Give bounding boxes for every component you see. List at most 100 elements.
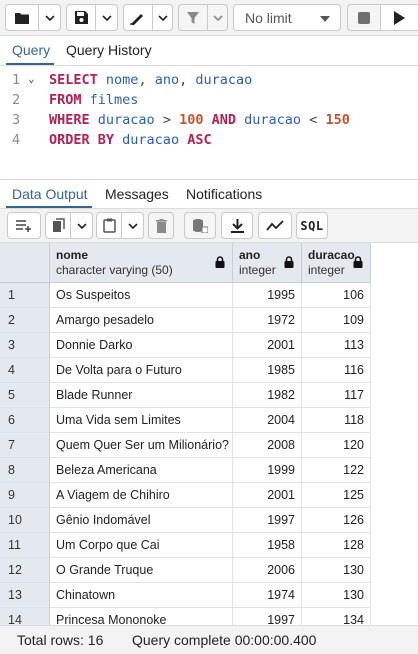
stop-button[interactable] [347,4,381,31]
duracao-cell[interactable]: 128 [302,533,371,558]
table-row[interactable]: 10 Gênio Indomável 1997 126 [0,508,371,533]
save-data-button[interactable] [184,212,216,239]
table-row[interactable]: 13 Chinatown 1974 130 [0,583,371,608]
ano-cell[interactable]: 1958 [233,533,302,558]
filter-dropdown[interactable] [208,4,228,31]
column-header-ano[interactable]: ano integer [233,243,302,283]
nome-cell[interactable]: Donnie Darko [50,333,233,358]
nome-cell[interactable]: Uma Vida sem Limites [50,408,233,433]
row-number-cell[interactable]: 7 [0,433,50,458]
paste-dropdown[interactable] [122,212,144,239]
duracao-cell[interactable]: 125 [302,483,371,508]
save-button[interactable] [66,4,96,31]
open-file-dropdown[interactable] [39,4,61,31]
ano-cell[interactable]: 2001 [233,483,302,508]
duracao-cell[interactable]: 120 [302,433,371,458]
ano-cell[interactable]: 2006 [233,558,302,583]
filter-button[interactable] [178,4,208,31]
ano-cell[interactable]: 1999 [233,458,302,483]
ano-cell[interactable]: 1982 [233,383,302,408]
row-number-cell[interactable]: 5 [0,383,50,408]
tab-messages[interactable]: Messages [105,186,169,202]
execute-button[interactable] [381,4,418,31]
nome-cell[interactable]: Os Suspeitos [50,283,233,308]
table-row[interactable]: 4 De Volta para o Futuro 1985 116 [0,358,371,383]
ano-cell[interactable]: 1997 [233,608,302,625]
table-row[interactable]: 12 O Grande Truque 2006 130 [0,558,371,583]
nome-cell[interactable]: Chinatown [50,583,233,608]
open-file-button[interactable] [5,4,39,31]
duracao-cell[interactable]: 118 [302,408,371,433]
graph-visualiser-button[interactable] [258,212,292,239]
ano-cell[interactable]: 1985 [233,358,302,383]
duracao-cell[interactable]: 126 [302,508,371,533]
ano-cell[interactable]: 2008 [233,433,302,458]
nome-cell[interactable]: Amargo pesadelo [50,308,233,333]
duracao-cell[interactable]: 134 [302,608,371,625]
table-row[interactable]: 2 Amargo pesadelo 1972 109 [0,308,371,333]
duracao-cell[interactable]: 122 [302,458,371,483]
ano-cell[interactable]: 1972 [233,308,302,333]
row-number-cell[interactable]: 13 [0,583,50,608]
ano-cell[interactable]: 2001 [233,333,302,358]
row-number-cell[interactable]: 8 [0,458,50,483]
table-row[interactable]: 7 Quem Quer Ser um Milionário? 2008 120 [0,433,371,458]
row-number-cell[interactable]: 1 [0,283,50,308]
table-row[interactable]: 5 Blade Runner 1982 117 [0,383,371,408]
tab-query[interactable]: Query [12,42,51,58]
column-header-nome[interactable]: nome character varying (50) [50,243,233,283]
nome-cell[interactable]: Quem Quer Ser um Milionário? [50,433,233,458]
row-number-cell[interactable]: 14 [0,608,50,625]
ano-cell[interactable]: 2004 [233,408,302,433]
tab-notifications[interactable]: Notifications [186,186,263,202]
edit-button[interactable] [123,4,153,31]
row-number-cell[interactable]: 6 [0,408,50,433]
fold-chevron-icon[interactable]: ⌄ [28,72,35,85]
row-number-header[interactable] [0,243,50,283]
nome-cell[interactable]: A Viagem de Chihiro [50,483,233,508]
save-dropdown[interactable] [96,4,118,31]
download-button[interactable] [221,212,253,239]
ano-cell[interactable]: 1997 [233,508,302,533]
nome-cell[interactable]: Um Corpo que Cai [50,533,233,558]
delete-row-button[interactable] [148,212,174,239]
row-number-cell[interactable]: 9 [0,483,50,508]
table-row[interactable]: 8 Beleza Americana 1999 122 [0,458,371,483]
table-row[interactable]: 6 Uma Vida sem Limites 2004 118 [0,408,371,433]
duracao-cell[interactable]: 106 [302,283,371,308]
table-row[interactable]: 1 Os Suspeitos 1995 106 [0,283,371,308]
row-number-cell[interactable]: 12 [0,558,50,583]
row-limit-select[interactable]: No limit [233,4,341,31]
ano-cell[interactable]: 1995 [233,283,302,308]
duracao-cell[interactable]: 117 [302,383,371,408]
copy-dropdown[interactable] [71,212,93,239]
table-row[interactable]: 11 Um Corpo que Cai 1958 128 [0,533,371,558]
sql-button[interactable]: SQL [296,212,328,239]
nome-cell[interactable]: Gênio Indomável [50,508,233,533]
nome-cell[interactable]: De Volta para o Futuro [50,358,233,383]
copy-button[interactable] [45,212,71,239]
row-number-cell[interactable]: 10 [0,508,50,533]
row-number-cell[interactable]: 3 [0,333,50,358]
tab-data-output[interactable]: Data Output [12,186,88,202]
table-row[interactable]: 14 Princesa Mononoke 1997 134 [0,608,371,625]
add-row-button[interactable] [7,212,41,239]
nome-cell[interactable]: Princesa Mononoke [50,608,233,625]
nome-cell[interactable]: O Grande Truque [50,558,233,583]
row-number-cell[interactable]: 2 [0,308,50,333]
row-number-cell[interactable]: 11 [0,533,50,558]
nome-cell[interactable]: Beleza Americana [50,458,233,483]
nome-cell[interactable]: Blade Runner [50,383,233,408]
tab-query-history[interactable]: Query History [66,42,152,58]
table-row[interactable]: 3 Donnie Darko 2001 113 [0,333,371,358]
duracao-cell[interactable]: 130 [302,583,371,608]
row-number-cell[interactable]: 4 [0,358,50,383]
column-header-duracao[interactable]: duracao integer [302,243,371,283]
edit-dropdown[interactable] [153,4,173,31]
sql-editor[interactable]: 1 ⌄ SELECT nome, ano, duracao 2 FROM fil… [0,66,418,178]
duracao-cell[interactable]: 109 [302,308,371,333]
duracao-cell[interactable]: 113 [302,333,371,358]
paste-button[interactable] [96,212,122,239]
duracao-cell[interactable]: 116 [302,358,371,383]
